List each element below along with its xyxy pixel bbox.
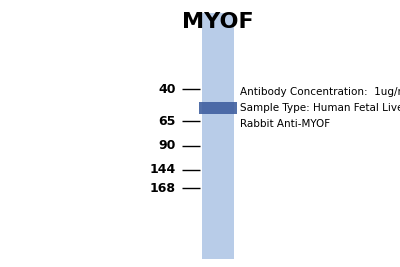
Text: Rabbit Anti-MYOF: Rabbit Anti-MYOF	[240, 119, 330, 129]
Bar	[202, 13, 234, 259]
Text: 168: 168	[150, 182, 176, 195]
Text: 65: 65	[159, 115, 176, 128]
Bar	[199, 102, 237, 114]
Text: 144: 144	[150, 163, 176, 176]
Text: Sample Type: Human Fetal Liver: Sample Type: Human Fetal Liver	[240, 103, 400, 113]
Text: MYOF: MYOF	[182, 12, 254, 32]
Text: 40: 40	[158, 83, 176, 96]
Text: Antibody Concentration:  1ug/mL: Antibody Concentration: 1ug/mL	[240, 87, 400, 97]
Text: 90: 90	[159, 139, 176, 152]
